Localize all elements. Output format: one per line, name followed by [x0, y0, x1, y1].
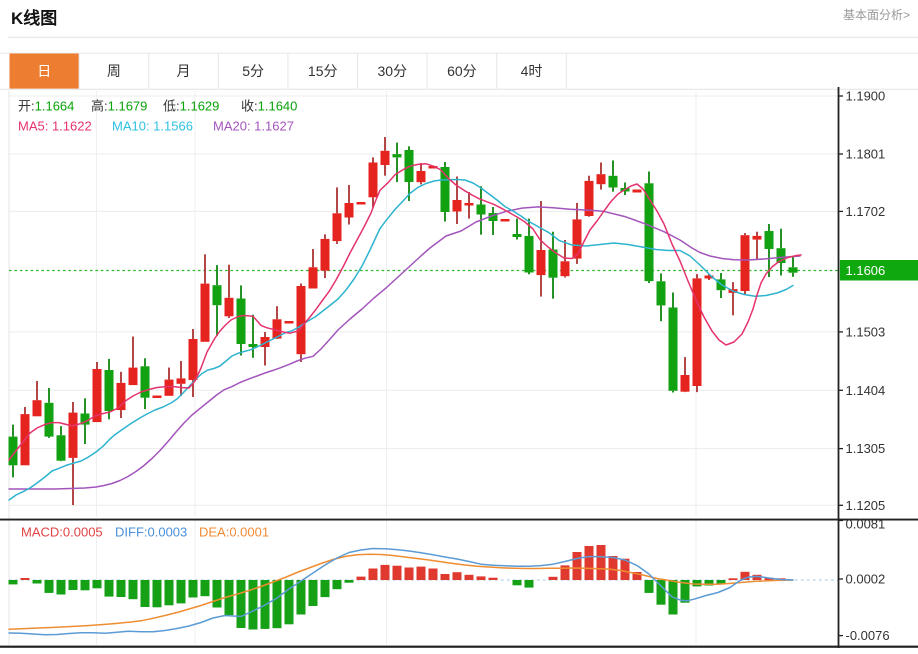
svg-text:1.1801: 1.1801	[846, 147, 886, 162]
svg-text:1.1606: 1.1606	[846, 263, 886, 278]
svg-text:1.1404: 1.1404	[846, 383, 886, 398]
svg-text:60分: 60分	[447, 63, 477, 79]
svg-text:基本面分析>: 基本面分析>	[843, 8, 910, 22]
svg-text:30分: 30分	[378, 63, 408, 79]
svg-text:0.0002: 0.0002	[846, 572, 886, 587]
svg-text:1.1205: 1.1205	[846, 498, 886, 513]
svg-text:周: 周	[107, 63, 121, 79]
svg-text:DIFF:0.0003: DIFF:0.0003	[115, 525, 187, 540]
svg-text:4时: 4时	[521, 63, 543, 79]
svg-text:1.1900: 1.1900	[846, 89, 886, 104]
svg-text:1.1503: 1.1503	[846, 324, 886, 339]
svg-text:低:1.1629: 低:1.1629	[163, 99, 219, 114]
svg-text:0.0081: 0.0081	[846, 517, 886, 532]
svg-text:DEA:0.0001: DEA:0.0001	[199, 525, 269, 540]
svg-text:收:1.1640: 收:1.1640	[241, 99, 297, 114]
svg-text:MA5: 1.1622: MA5: 1.1622	[18, 119, 92, 134]
svg-text:高:1.1679: 高:1.1679	[91, 99, 147, 114]
svg-text:1.1702: 1.1702	[846, 204, 886, 219]
svg-text:K线图: K线图	[11, 8, 57, 28]
svg-text:日: 日	[37, 63, 51, 79]
svg-text:1.1305: 1.1305	[846, 441, 886, 456]
svg-text:15分: 15分	[308, 63, 338, 79]
svg-text:开:1.1664: 开:1.1664	[18, 99, 74, 114]
svg-text:MACD:0.0005: MACD:0.0005	[21, 525, 103, 540]
svg-text:5分: 5分	[242, 63, 264, 79]
svg-text:MA10: 1.1566: MA10: 1.1566	[112, 119, 193, 134]
svg-text:MA20: 1.1627: MA20: 1.1627	[213, 119, 294, 134]
svg-text:月: 月	[177, 63, 191, 79]
svg-text:-0.0076: -0.0076	[846, 628, 890, 643]
